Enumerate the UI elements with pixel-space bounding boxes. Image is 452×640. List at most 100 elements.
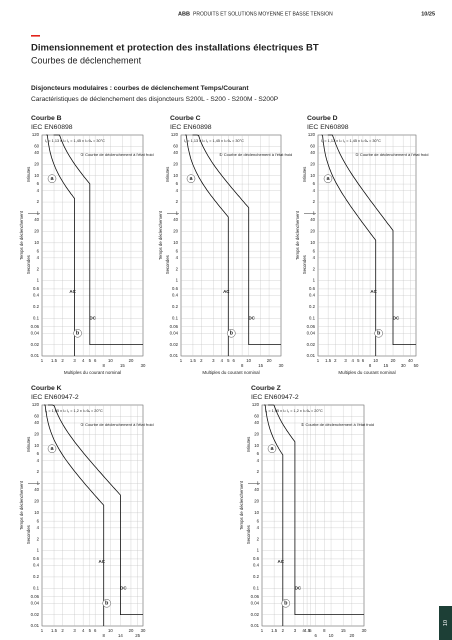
y-tick-label: 6: [37, 451, 40, 456]
y-tick-label: 40: [34, 420, 39, 425]
side-tab: [439, 606, 452, 640]
y-tick-label: 0.06: [31, 594, 40, 599]
y-tick-label: 0.6: [33, 556, 40, 561]
mark-dc: DC: [90, 315, 97, 320]
y-seconds-label: Secondes: [26, 255, 31, 274]
x-tick-label: 30: [141, 363, 146, 368]
x-tick-label: 1.5: [51, 628, 58, 633]
y-tick-label: 0.6: [309, 286, 316, 291]
x-tick-label: 4: [82, 358, 85, 363]
y-tick-label: 6: [37, 181, 40, 186]
x-axis-label: Multiples du courant nominal: [202, 370, 259, 375]
y-tick-label: 10: [34, 443, 39, 448]
y-tick-label: 0.4: [172, 293, 179, 298]
y-title: Temps de déclenchement: [295, 210, 300, 260]
x-tick-label: 10: [108, 628, 113, 633]
x-tick-label: 30: [279, 363, 284, 368]
y-tick-label: 40: [34, 150, 39, 155]
heading: Dimensionnement et protection des instal…: [31, 43, 319, 54]
y-tick-label: 4: [257, 525, 260, 530]
x-tick-label: 15: [341, 628, 346, 633]
chart-title: Courbe Z: [251, 385, 281, 392]
mark-b-box: [374, 329, 383, 338]
y-tick-label: 1: [37, 548, 40, 553]
x-tick-label: 10: [246, 358, 251, 363]
x-tick-label: 1: [41, 358, 44, 363]
x-tick-label: 10: [108, 358, 113, 363]
y-tick-label: 60: [34, 143, 39, 148]
y-tick-label: 6: [313, 248, 316, 253]
x-tick-label: 40: [408, 358, 413, 363]
y-tick-label: 0.4: [253, 563, 260, 568]
x-tick-label: 15: [383, 363, 388, 368]
x-tick-label: 5: [89, 358, 92, 363]
y-tick-label: 0.1: [33, 585, 40, 590]
plot-frame: [317, 134, 417, 357]
x-tick-label: 6: [362, 358, 365, 363]
x-tick-label: 15: [258, 363, 263, 368]
y-tick-label: 0.01: [307, 353, 316, 358]
x-tick-label: 8: [241, 363, 244, 368]
mark-b-box: [102, 599, 111, 608]
y-tick-label: 1: [313, 278, 316, 283]
mark-dc: DC: [248, 315, 255, 320]
y-tick-label: 0.02: [31, 612, 40, 617]
legend-note: ① Courbe de déclenchement à l'état froid: [219, 152, 292, 157]
y-tick-label: 10: [34, 173, 39, 178]
y-tick-label: 1: [257, 548, 260, 553]
y-tick-label: 120: [252, 402, 260, 407]
x-tick-label: 4.5: [304, 628, 311, 633]
y-tick-label: 6: [176, 248, 179, 253]
x-tick-label: 20: [129, 628, 134, 633]
x-tick-label: 6: [94, 358, 97, 363]
x-tick-label: 1.5: [190, 358, 197, 363]
conditions: I₁ = 1,13 x Iₙ I₂ = 1,45 x Iₙ θₐ = 30°C: [184, 139, 244, 143]
y-tick-label: 4: [37, 525, 40, 530]
y-tick-label: 0.06: [170, 324, 179, 329]
y-tick-label: 2: [37, 199, 40, 204]
trip-curve-upper: [53, 134, 144, 346]
y-tick-label: 0.2: [33, 574, 40, 579]
y-tick-label: 40: [310, 217, 315, 222]
y-tick-label: 0.6: [172, 286, 179, 291]
x-tick-label: 5: [309, 628, 312, 633]
x-tick-label: 3: [344, 358, 347, 363]
y-title: Temps de déclenchement: [158, 210, 163, 260]
x-tick-label: 20: [129, 358, 134, 363]
y-tick-label: 0.1: [172, 315, 179, 320]
mark-dc: DC: [295, 585, 302, 590]
y-tick-label: 0.04: [31, 600, 40, 605]
y-tick-label: 120: [32, 132, 40, 137]
y-tick-label: 40: [34, 217, 39, 222]
y-tick-label: 40: [254, 420, 259, 425]
x-tick-label: 30: [141, 628, 146, 633]
mark-ac: AC: [370, 289, 377, 294]
mark-ac: AC: [69, 289, 76, 294]
y-tick-label: 4: [37, 255, 40, 260]
y-tick-label: 2: [313, 199, 316, 204]
y-tick-label: 20: [310, 162, 315, 167]
x-tick-label: 5: [227, 358, 230, 363]
y-tick-label: 0.1: [309, 315, 316, 320]
y-tick-label: 20: [254, 432, 259, 437]
y-minutes-label: Minutes: [165, 167, 170, 182]
y-tick-label: 2: [313, 266, 316, 271]
mark-b: b: [76, 331, 80, 337]
mark-b: b: [377, 331, 381, 337]
y-tick-label: 10: [254, 443, 259, 448]
mark-a: a: [50, 446, 54, 452]
y-tick-label: 4: [37, 458, 40, 463]
y-tick-label: 10: [310, 173, 315, 178]
trip-curve-upper: [268, 404, 365, 616]
x-tick-label: 2: [282, 628, 285, 633]
x-tick-label: 30: [362, 628, 367, 633]
y-tick-label: 4: [176, 255, 179, 260]
y-tick-label: 4: [313, 255, 316, 260]
y-tick-label: 0.01: [31, 353, 40, 358]
x-tick-label: 2: [61, 358, 64, 363]
plot-frame: [261, 404, 365, 627]
x-tick-label: 2: [61, 628, 64, 633]
x-tick-label: 8: [103, 363, 106, 368]
y-tick-label: 4: [313, 188, 316, 193]
y-tick-label: 120: [171, 132, 179, 137]
